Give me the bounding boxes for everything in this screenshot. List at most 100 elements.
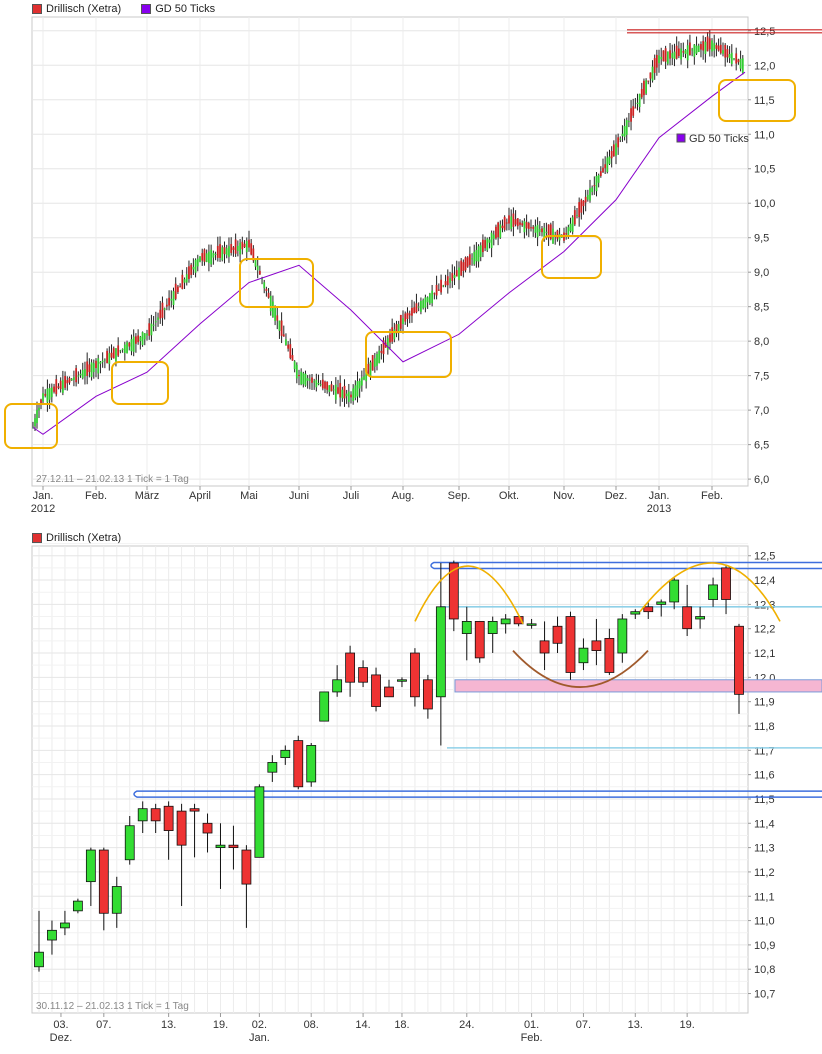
price-body <box>505 222 508 224</box>
legend-swatch-price-bottom <box>32 533 42 543</box>
price-body <box>356 381 359 397</box>
top-legend: Drillisch (Xetra) GD 50 Ticks <box>32 2 215 16</box>
price-body <box>519 222 521 225</box>
price-body <box>495 226 497 239</box>
price-body <box>530 227 532 229</box>
top-chart-svg: 6,0 6,5 7,0 7,5 8,0 8,5 9,0 9,5 10,0 10,5 11,0 11,5… <box>4 16 822 515</box>
y-tick-label: 8,5 <box>754 302 769 314</box>
highlight-box <box>111 361 169 405</box>
price-body <box>95 360 97 369</box>
price-body <box>261 278 263 280</box>
price-body <box>411 307 413 316</box>
price-body <box>192 266 195 270</box>
price-body <box>230 244 233 253</box>
x-tick-label: 13. <box>628 1019 643 1031</box>
price-body <box>352 388 355 402</box>
price-body <box>435 284 438 296</box>
price-body <box>330 384 333 392</box>
candle-body <box>150 808 161 822</box>
x-tick-label: 03. <box>53 1019 68 1031</box>
price-body <box>571 217 574 232</box>
price-body <box>484 240 486 249</box>
price-body <box>638 93 641 107</box>
price-body <box>308 379 311 381</box>
y-tick-label: 12,5 <box>754 551 775 563</box>
price-body <box>117 345 120 356</box>
price-body <box>497 222 500 238</box>
price-body <box>90 362 93 378</box>
y-tick-label: 12,5 <box>754 26 775 38</box>
zone-band <box>454 679 822 693</box>
price-body <box>108 353 111 364</box>
price-body <box>444 281 447 286</box>
price-body <box>475 249 478 262</box>
price-body <box>119 350 122 352</box>
price-body <box>737 59 740 63</box>
candle-body <box>241 849 252 885</box>
candle-body <box>695 616 706 620</box>
price-body <box>137 335 140 343</box>
candle-body <box>721 567 731 600</box>
price-body <box>471 258 473 260</box>
x-tick-label: Mai <box>240 490 258 502</box>
price-body <box>324 381 326 389</box>
price-body <box>573 210 576 225</box>
price-body <box>216 245 219 258</box>
y-tick-label: 12,1 <box>754 648 775 660</box>
price-body <box>691 49 694 51</box>
price-body <box>711 40 713 52</box>
price-body <box>334 384 337 400</box>
price-body <box>245 241 248 253</box>
candle-body <box>85 849 96 883</box>
price-body <box>462 262 465 272</box>
support-resistance-line <box>430 561 822 570</box>
candle-body <box>682 606 693 630</box>
price-body <box>569 223 572 232</box>
price-body <box>73 377 75 380</box>
y-tick-label: 9,0 <box>754 267 769 279</box>
price-body <box>44 393 47 396</box>
price-body <box>150 323 153 336</box>
price-body <box>428 293 431 304</box>
price-body <box>363 376 365 380</box>
candle-body <box>526 623 537 626</box>
price-body <box>252 248 255 261</box>
price-body <box>726 49 729 58</box>
price-body <box>239 242 241 255</box>
candle-body <box>474 621 485 659</box>
price-body <box>66 380 69 384</box>
price-body <box>293 361 296 370</box>
price-body <box>223 247 226 255</box>
y-tick-label: 10,0 <box>754 198 775 210</box>
price-body <box>285 339 287 346</box>
price-body <box>228 246 230 257</box>
price-body <box>706 36 709 52</box>
price-body <box>492 234 495 239</box>
price-body <box>399 314 402 329</box>
x-tick-label: 07. <box>576 1019 591 1031</box>
price-body <box>615 143 617 156</box>
price-body <box>306 378 309 381</box>
price-body <box>36 410 38 424</box>
price-body <box>408 313 411 316</box>
price-body <box>660 56 663 60</box>
price-body <box>77 375 80 377</box>
candle-body <box>98 849 109 914</box>
price-body <box>276 315 279 321</box>
price-body <box>57 386 60 388</box>
price-body <box>391 327 394 342</box>
price-body <box>34 418 36 427</box>
y-tick-label: 11,5 <box>754 95 775 107</box>
candle-body <box>254 786 265 858</box>
price-body <box>53 386 55 392</box>
candle-body <box>371 674 381 707</box>
price-body <box>64 375 66 388</box>
price-body <box>684 49 687 55</box>
price-body <box>203 249 206 262</box>
price-body <box>393 329 396 340</box>
candle-body <box>358 667 368 683</box>
price-body <box>719 44 722 54</box>
legend-label-ma: GD 50 Ticks <box>155 3 216 15</box>
price-body <box>490 232 493 249</box>
price-body <box>647 80 650 82</box>
